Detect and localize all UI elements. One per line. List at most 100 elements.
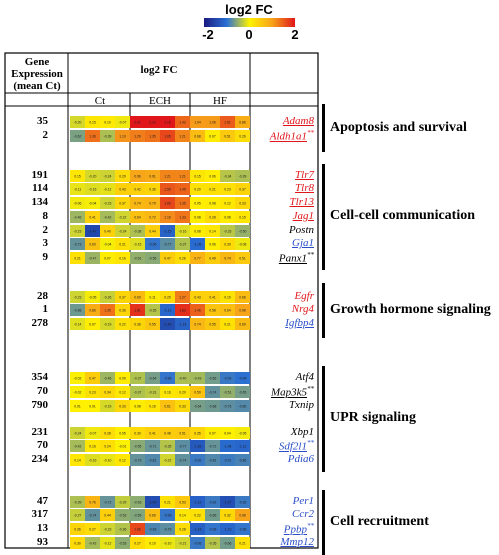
heatmap-cell: [130, 238, 145, 250]
heatmap-cell: [235, 170, 250, 182]
heatmap-cell: [175, 496, 190, 508]
cell-value-label: -0.76: [164, 528, 172, 532]
heatmap-cell: [100, 496, 115, 508]
heatmap-cell: [205, 523, 220, 535]
cell-value-label: -0.37: [179, 243, 187, 247]
heatmap-cell: [70, 427, 85, 439]
heatmap-cell: [85, 509, 100, 521]
heatmap-cell: [85, 197, 100, 209]
cell-value-label: 0.32: [224, 514, 231, 518]
mean-ct-value: 1: [42, 303, 49, 315]
mean-ct-value: 278: [31, 317, 49, 329]
cell-value-label: 0.76: [89, 501, 96, 505]
heatmap-cell: [220, 537, 235, 549]
heatmap-cell: [100, 183, 115, 195]
heatmap-cell: [205, 386, 220, 398]
heatmap-cell: [130, 496, 145, 508]
heatmap-cell: [190, 386, 205, 398]
heatmap-cell: [190, 291, 205, 303]
heatmap-cell: [85, 170, 100, 182]
heatmap-cell: [220, 291, 235, 303]
cell-value-label: -1.26: [194, 445, 202, 449]
cell-value-label: 1.26: [134, 135, 141, 139]
cell-value-label: 1.21: [179, 135, 186, 139]
cell-value-label: 1.35: [149, 135, 156, 139]
cell-value-label: -0.96: [149, 243, 157, 247]
category-label: Cell-cell communication: [330, 208, 476, 223]
gene-label: Gja1: [292, 237, 314, 249]
heatmap-cell: [235, 523, 250, 535]
cell-value-label: -0.73: [74, 243, 82, 247]
cell-value-label: -0.21: [179, 542, 187, 546]
cell-value-label: -0.20: [74, 121, 82, 125]
cell-value-label: 0.22: [119, 323, 126, 327]
heatmap-cell: [145, 537, 160, 549]
cell-value-label: 1.35: [104, 309, 111, 313]
heatmap-cell: [100, 454, 115, 466]
cell-value-label: -0.23: [74, 230, 82, 234]
cell-value-label: -0.74: [89, 514, 97, 518]
cell-value-label: 0.51: [179, 432, 186, 436]
category-label: UPR signaling: [330, 410, 416, 425]
heatmap-cell: [85, 386, 100, 398]
heatmap-cell: [115, 116, 130, 128]
cell-value-label: -0.71: [149, 445, 157, 449]
cell-value-label: -0.53: [119, 514, 127, 518]
cell-value-label: 0.14: [209, 230, 216, 234]
heatmap-cell: [130, 386, 145, 398]
cell-value-label: -0.51: [224, 391, 232, 395]
heatmap-cell: [70, 130, 85, 142]
heatmap-cell: [220, 386, 235, 398]
heatmap-cell: [205, 183, 220, 195]
heatmap-cell: [160, 304, 175, 316]
gene-label: Aldh1a1**: [269, 129, 314, 143]
cell-value-label: 1.36: [89, 135, 96, 139]
cell-value-label: 0.30: [74, 542, 81, 546]
cell-value-label: -0.07: [119, 121, 127, 125]
cell-value-label: -0.26: [104, 296, 112, 300]
heatmap-cell: [160, 116, 175, 128]
heatmap-cell: [100, 116, 115, 128]
heatmap-cell: [85, 318, 100, 330]
category-bracket: [322, 490, 325, 555]
cell-value-label: -1.06: [224, 445, 232, 449]
heatmap-cell: [70, 291, 85, 303]
heatmap-cell: [115, 537, 130, 549]
cell-value-label: 0.55: [149, 323, 156, 327]
heatmap-cell: [160, 130, 175, 142]
cell-value-label: -0.02: [74, 391, 82, 395]
heatmap-cell: [115, 454, 130, 466]
cell-value-label: 1.83: [179, 309, 186, 313]
cell-value-label: -0.36: [119, 528, 127, 532]
cell-value-label: -0.66: [224, 542, 232, 546]
cell-value-label: 0.11: [149, 296, 155, 300]
cell-value-label: 0.19: [224, 296, 231, 300]
heatmap-cell: [100, 197, 115, 209]
mean-ct-value: 35: [37, 115, 48, 127]
heatmap-cell: [85, 372, 100, 384]
cell-value-label: 0.86: [89, 309, 96, 313]
cell-value-label: -0.42: [89, 542, 97, 546]
heatmap-cell: [130, 291, 145, 303]
heatmap-cell: [175, 454, 190, 466]
heatmap-cell: [160, 252, 175, 264]
category-bracket: [322, 283, 325, 338]
cell-value-label: 0.69: [239, 323, 246, 327]
cell-value-label: 0.01: [74, 405, 81, 409]
cell-value-label: -0.46: [74, 216, 82, 220]
cell-value-label: -0.16: [89, 459, 97, 463]
cell-value-label: 0.06: [209, 175, 216, 179]
heatmap-cell: [190, 400, 205, 412]
cell-value-label: -0.81: [149, 459, 157, 463]
heatmap-cell: [220, 427, 235, 439]
cell-value-label: 0.21: [74, 257, 81, 261]
heatmap-cell: [175, 197, 190, 209]
heatmap-cell: [70, 454, 85, 466]
heatmap-cell: [115, 225, 130, 237]
gene-label: Map3k5**: [270, 385, 314, 399]
gene-label: Igfbp4: [285, 317, 314, 329]
cell-value-label: -0.22: [164, 459, 172, 463]
heatmap-cell: [145, 170, 160, 182]
heatmap-cell: [205, 304, 220, 316]
cell-value-label: 0.49: [209, 257, 216, 261]
